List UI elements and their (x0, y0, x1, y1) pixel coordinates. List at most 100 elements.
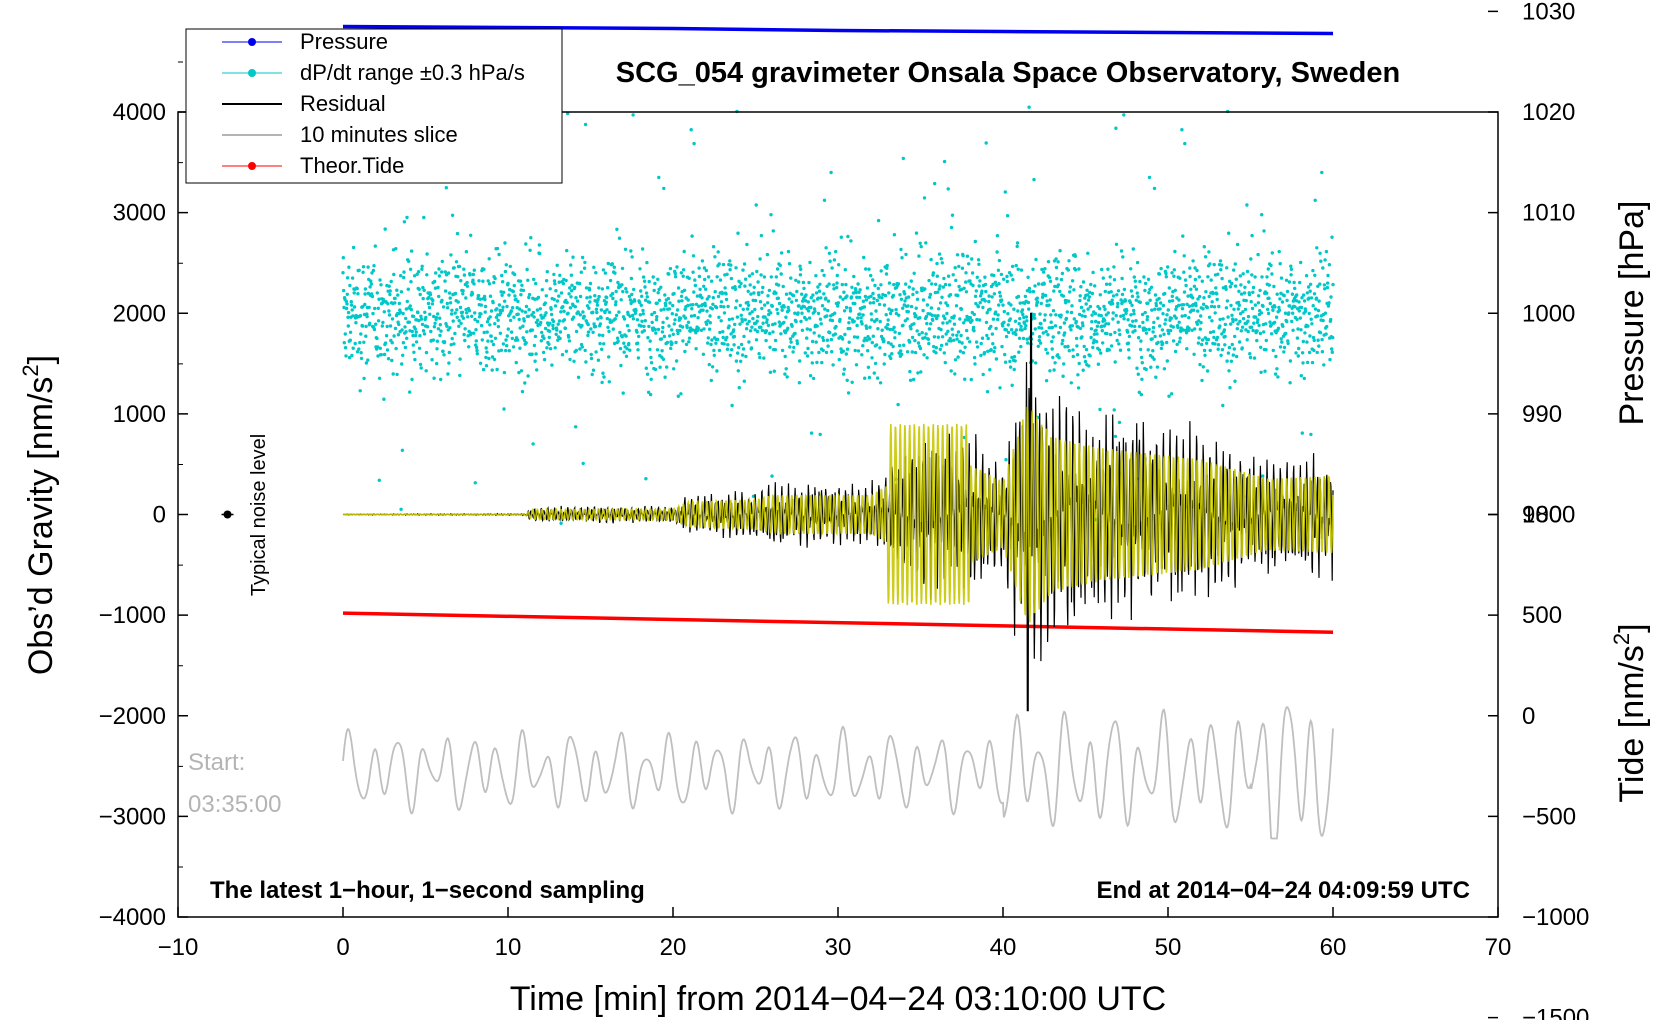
dpdt-point (821, 338, 826, 343)
dpdt-point (1093, 284, 1097, 288)
dpdt-point (675, 265, 679, 269)
dpdt-point (629, 276, 634, 281)
dpdt-point (469, 331, 473, 335)
dpdt-point (876, 286, 880, 291)
dpdt-point (1073, 254, 1078, 258)
dpdt-point (693, 283, 698, 288)
dpdt-point (394, 346, 398, 351)
dpdt-point (1174, 316, 1178, 320)
dpdt-point (482, 267, 486, 271)
dpdt-point (1144, 331, 1149, 335)
dpdt-point (650, 312, 654, 317)
y-pressure-tick-label: 1020 (1522, 99, 1575, 126)
dpdt-point (427, 295, 431, 300)
dpdt-point (620, 266, 625, 271)
dpdt-point (1088, 354, 1092, 358)
dpdt-point (1162, 332, 1166, 336)
dpdt-point (1086, 307, 1090, 311)
dpdt-point (967, 262, 971, 266)
dpdt-point (409, 280, 413, 284)
dpdt-point (495, 307, 499, 311)
dpdt-point (791, 350, 795, 354)
dpdt-point (1318, 282, 1322, 286)
dpdt-point (835, 285, 839, 290)
dpdt-point (443, 289, 448, 293)
dpdt-point (1054, 313, 1058, 317)
dpdt-point (1260, 275, 1264, 279)
dpdt-point (1297, 300, 1301, 304)
dpdt-point (1158, 324, 1162, 328)
dpdt-point (1227, 369, 1231, 373)
dpdt-point (968, 316, 972, 320)
dpdt-point (1044, 379, 1049, 383)
dpdt-point (394, 247, 398, 251)
dpdt-point (1049, 320, 1053, 324)
dpdt-point (987, 299, 991, 304)
dpdt-point (1151, 325, 1156, 330)
dpdt-point (951, 333, 955, 337)
dpdt-point (836, 301, 840, 305)
dpdt-point (359, 356, 364, 361)
dpdt-point (915, 290, 919, 294)
dpdt-point (620, 335, 624, 339)
dpdt-point (738, 285, 742, 289)
dpdt-point (1135, 260, 1140, 265)
dpdt-point (545, 270, 549, 274)
dpdt-point (1276, 326, 1281, 330)
tide-line (342, 611, 1334, 634)
dpdt-point (1164, 275, 1169, 279)
dpdt-point (1204, 290, 1208, 294)
dpdt-point (1112, 278, 1117, 282)
dpdt-point (1248, 355, 1253, 360)
dpdt-point (551, 319, 556, 324)
dpdt-point (937, 287, 941, 291)
dpdt-point (733, 287, 738, 291)
dpdt-point (1308, 289, 1312, 293)
dpdt-point (939, 257, 943, 261)
dpdt-point (986, 336, 990, 341)
dpdt-point (399, 274, 403, 278)
dpdt-point (838, 317, 842, 322)
dpdt-point (1187, 316, 1191, 320)
dpdt-point (560, 353, 565, 357)
dpdt-point (886, 322, 890, 327)
dpdt-point (765, 252, 770, 257)
dpdt-point (968, 279, 972, 283)
dpdt-point (970, 318, 974, 323)
dpdt-point (1172, 274, 1176, 278)
dpdt-point (448, 296, 452, 300)
dpdt-point (1111, 317, 1115, 321)
dpdt-point (725, 335, 729, 340)
dpdt-point (424, 315, 428, 320)
dpdt-point (465, 284, 470, 288)
dpdt-point (549, 307, 553, 311)
dpdt-point (399, 290, 404, 294)
dpdt-point (719, 319, 723, 323)
dpdt-point (583, 122, 588, 127)
dpdt-point (413, 357, 417, 362)
dpdt-point (889, 356, 893, 361)
legend-marker (248, 38, 256, 46)
dpdt-point (734, 266, 738, 270)
dpdt-point (449, 312, 454, 316)
dpdt-point (1133, 324, 1137, 329)
dpdt-point (909, 304, 914, 309)
dpdt-point (379, 283, 383, 287)
dpdt-point (552, 272, 556, 277)
dpdt-point (1266, 307, 1270, 312)
dpdt-point (1238, 319, 1242, 324)
dpdt-point (1043, 267, 1047, 271)
dpdt-point (959, 333, 963, 338)
dpdt-point (747, 319, 751, 324)
dpdt-point (927, 278, 931, 283)
dpdt-point (636, 341, 640, 345)
dpdt-point (1161, 341, 1165, 346)
dpdt-point (733, 322, 737, 327)
dpdt-point (402, 220, 407, 224)
dpdt-point (784, 367, 788, 371)
dpdt-point (1232, 347, 1237, 351)
dpdt-point (422, 215, 426, 220)
dpdt-point (974, 289, 978, 293)
dpdt-point (429, 329, 433, 334)
